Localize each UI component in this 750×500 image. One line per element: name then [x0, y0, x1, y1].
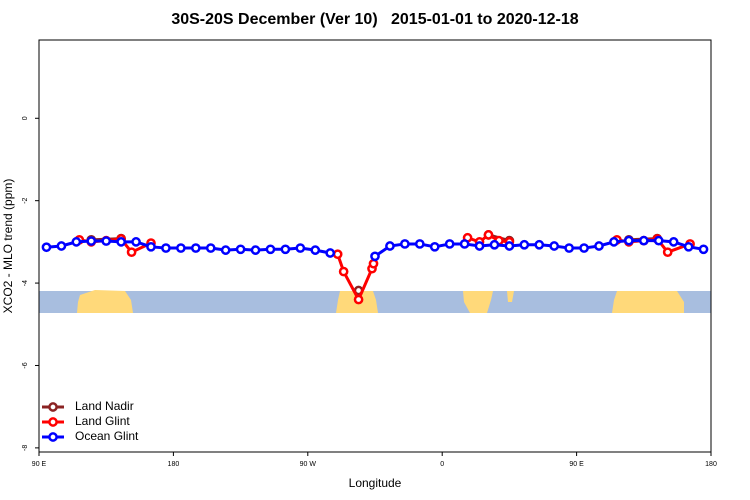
- point: [662, 247, 673, 258]
- point: [474, 241, 485, 251]
- point: [332, 249, 343, 260]
- point: [338, 266, 349, 277]
- point: [370, 251, 380, 262]
- x-axis-label: Longitude: [349, 476, 402, 490]
- point: [653, 235, 664, 246]
- point: [489, 239, 500, 250]
- point: [131, 237, 141, 247]
- point: [519, 239, 530, 250]
- point: [564, 243, 574, 253]
- x-tick-label: 90 E: [569, 461, 584, 468]
- point: [325, 248, 336, 258]
- point: [444, 239, 455, 249]
- x-tick-label: 180: [168, 461, 180, 468]
- x-tick-label: 90 W: [300, 461, 317, 468]
- point: [295, 243, 306, 253]
- x-tick-label: 90 E: [32, 461, 47, 468]
- point: [534, 239, 545, 250]
- point: [549, 241, 560, 251]
- x-tick-label: 180: [705, 461, 717, 468]
- legend-label: Ocean Glint: [75, 429, 139, 443]
- legend-label: Land Nadir: [75, 399, 134, 413]
- point: [280, 244, 291, 255]
- point: [683, 241, 694, 252]
- point: [190, 243, 201, 253]
- point: [235, 244, 246, 255]
- y-tick-label: -8: [22, 445, 29, 451]
- point: [116, 237, 126, 247]
- point: [205, 243, 216, 253]
- point: [146, 241, 156, 252]
- legend-marker: [48, 432, 58, 442]
- chart-title: 30S-20S December (Ver 10) 2015-01-01 to …: [171, 11, 578, 28]
- point: [698, 244, 709, 255]
- y-tick-label: -4: [22, 280, 29, 286]
- map-strip: [39, 290, 711, 313]
- point: [624, 235, 634, 246]
- y-tick-label: -2: [22, 197, 29, 203]
- point: [265, 244, 276, 255]
- point: [71, 237, 82, 247]
- point: [414, 239, 425, 249]
- x-tick-label: 0: [440, 461, 444, 468]
- point: [220, 245, 231, 255]
- point: [429, 241, 440, 252]
- point: [161, 243, 171, 253]
- plot-frame: [38, 39, 712, 453]
- point: [41, 242, 52, 253]
- point: [86, 236, 97, 246]
- point: [483, 230, 494, 240]
- point: [579, 243, 589, 253]
- point: [609, 237, 619, 247]
- y-tick-label: -6: [22, 362, 29, 368]
- point: [504, 241, 515, 251]
- point: [668, 237, 679, 247]
- point: [56, 241, 67, 251]
- point: [385, 241, 395, 251]
- point: [250, 245, 261, 255]
- y-axis-label: XCO2 - MLO trend (ppm): [1, 179, 15, 314]
- legend-label: Land Glint: [75, 414, 130, 428]
- legend-marker: [48, 417, 58, 427]
- point: [400, 239, 410, 249]
- point: [353, 294, 364, 305]
- point: [594, 241, 604, 251]
- y-tick-label: 0: [22, 116, 29, 120]
- point: [459, 239, 470, 249]
- point: [310, 245, 321, 255]
- series-line: [91, 233, 658, 243]
- point: [101, 236, 112, 246]
- point: [126, 247, 137, 258]
- point: [176, 243, 186, 253]
- point: [368, 258, 379, 269]
- point: [638, 235, 649, 246]
- legend-marker: [48, 402, 58, 412]
